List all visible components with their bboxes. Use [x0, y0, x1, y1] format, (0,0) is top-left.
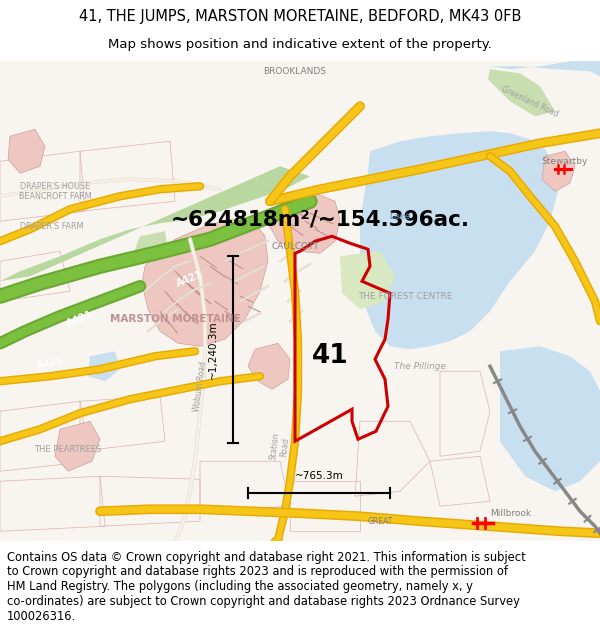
Polygon shape: [360, 131, 558, 349]
Polygon shape: [142, 219, 268, 346]
Text: BROOKLANDS: BROOKLANDS: [263, 67, 326, 76]
Polygon shape: [248, 343, 290, 389]
Polygon shape: [542, 151, 575, 191]
Text: The Pillinge: The Pillinge: [394, 362, 446, 371]
Text: Stewartby: Stewartby: [542, 157, 588, 166]
Polygon shape: [268, 194, 340, 253]
Text: MARSTON MORETAINE: MARSTON MORETAINE: [110, 314, 241, 324]
Text: A422: A422: [37, 357, 64, 370]
Text: ~624818m²/~154.396ac.: ~624818m²/~154.396ac.: [170, 209, 470, 229]
Text: Station
Road: Station Road: [269, 431, 292, 461]
Polygon shape: [340, 251, 395, 309]
Text: Lake: Lake: [390, 212, 411, 221]
Text: Millbrook: Millbrook: [490, 509, 531, 518]
Text: 100026316.: 100026316.: [7, 610, 76, 622]
Polygon shape: [0, 166, 310, 281]
Text: GREAT: GREAT: [367, 517, 392, 526]
Text: ~1,240.3m: ~1,240.3m: [208, 320, 218, 379]
Text: 41: 41: [311, 343, 349, 369]
Text: CAULCOTT: CAULCOTT: [271, 242, 319, 251]
Text: HM Land Registry. The polygons (including the associated geometry, namely x, y: HM Land Registry. The polygons (includin…: [7, 580, 473, 593]
Text: THE PEARTREES: THE PEARTREES: [34, 445, 101, 454]
Text: A421: A421: [65, 309, 95, 329]
Text: ~765.3m: ~765.3m: [295, 471, 343, 481]
Polygon shape: [500, 346, 600, 491]
Text: Woburn Road: Woburn Road: [192, 361, 208, 412]
Text: DRAPER'S HOUSE
BEANCROFT FARM: DRAPER'S HOUSE BEANCROFT FARM: [19, 181, 91, 201]
Text: THE FOREST CENTRE: THE FOREST CENTRE: [358, 292, 452, 301]
Text: Greenland Road: Greenland Road: [500, 84, 560, 118]
Text: DRAPER'S FARM: DRAPER'S FARM: [20, 222, 83, 231]
Polygon shape: [488, 69, 555, 116]
Text: Map shows position and indicative extent of the property.: Map shows position and indicative extent…: [108, 38, 492, 51]
Polygon shape: [55, 421, 100, 471]
Polygon shape: [8, 129, 45, 173]
Polygon shape: [135, 231, 168, 259]
Polygon shape: [88, 351, 120, 381]
Text: A421: A421: [175, 269, 205, 289]
Text: 41, THE JUMPS, MARSTON MORETAINE, BEDFORD, MK43 0FB: 41, THE JUMPS, MARSTON MORETAINE, BEDFOR…: [79, 9, 521, 24]
Text: Contains OS data © Crown copyright and database right 2021. This information is : Contains OS data © Crown copyright and d…: [7, 551, 526, 564]
Text: to Crown copyright and database rights 2023 and is reproduced with the permissio: to Crown copyright and database rights 2…: [7, 566, 508, 578]
Polygon shape: [490, 61, 600, 76]
Text: co-ordinates) are subject to Crown copyright and database rights 2023 Ordnance S: co-ordinates) are subject to Crown copyr…: [7, 595, 520, 608]
